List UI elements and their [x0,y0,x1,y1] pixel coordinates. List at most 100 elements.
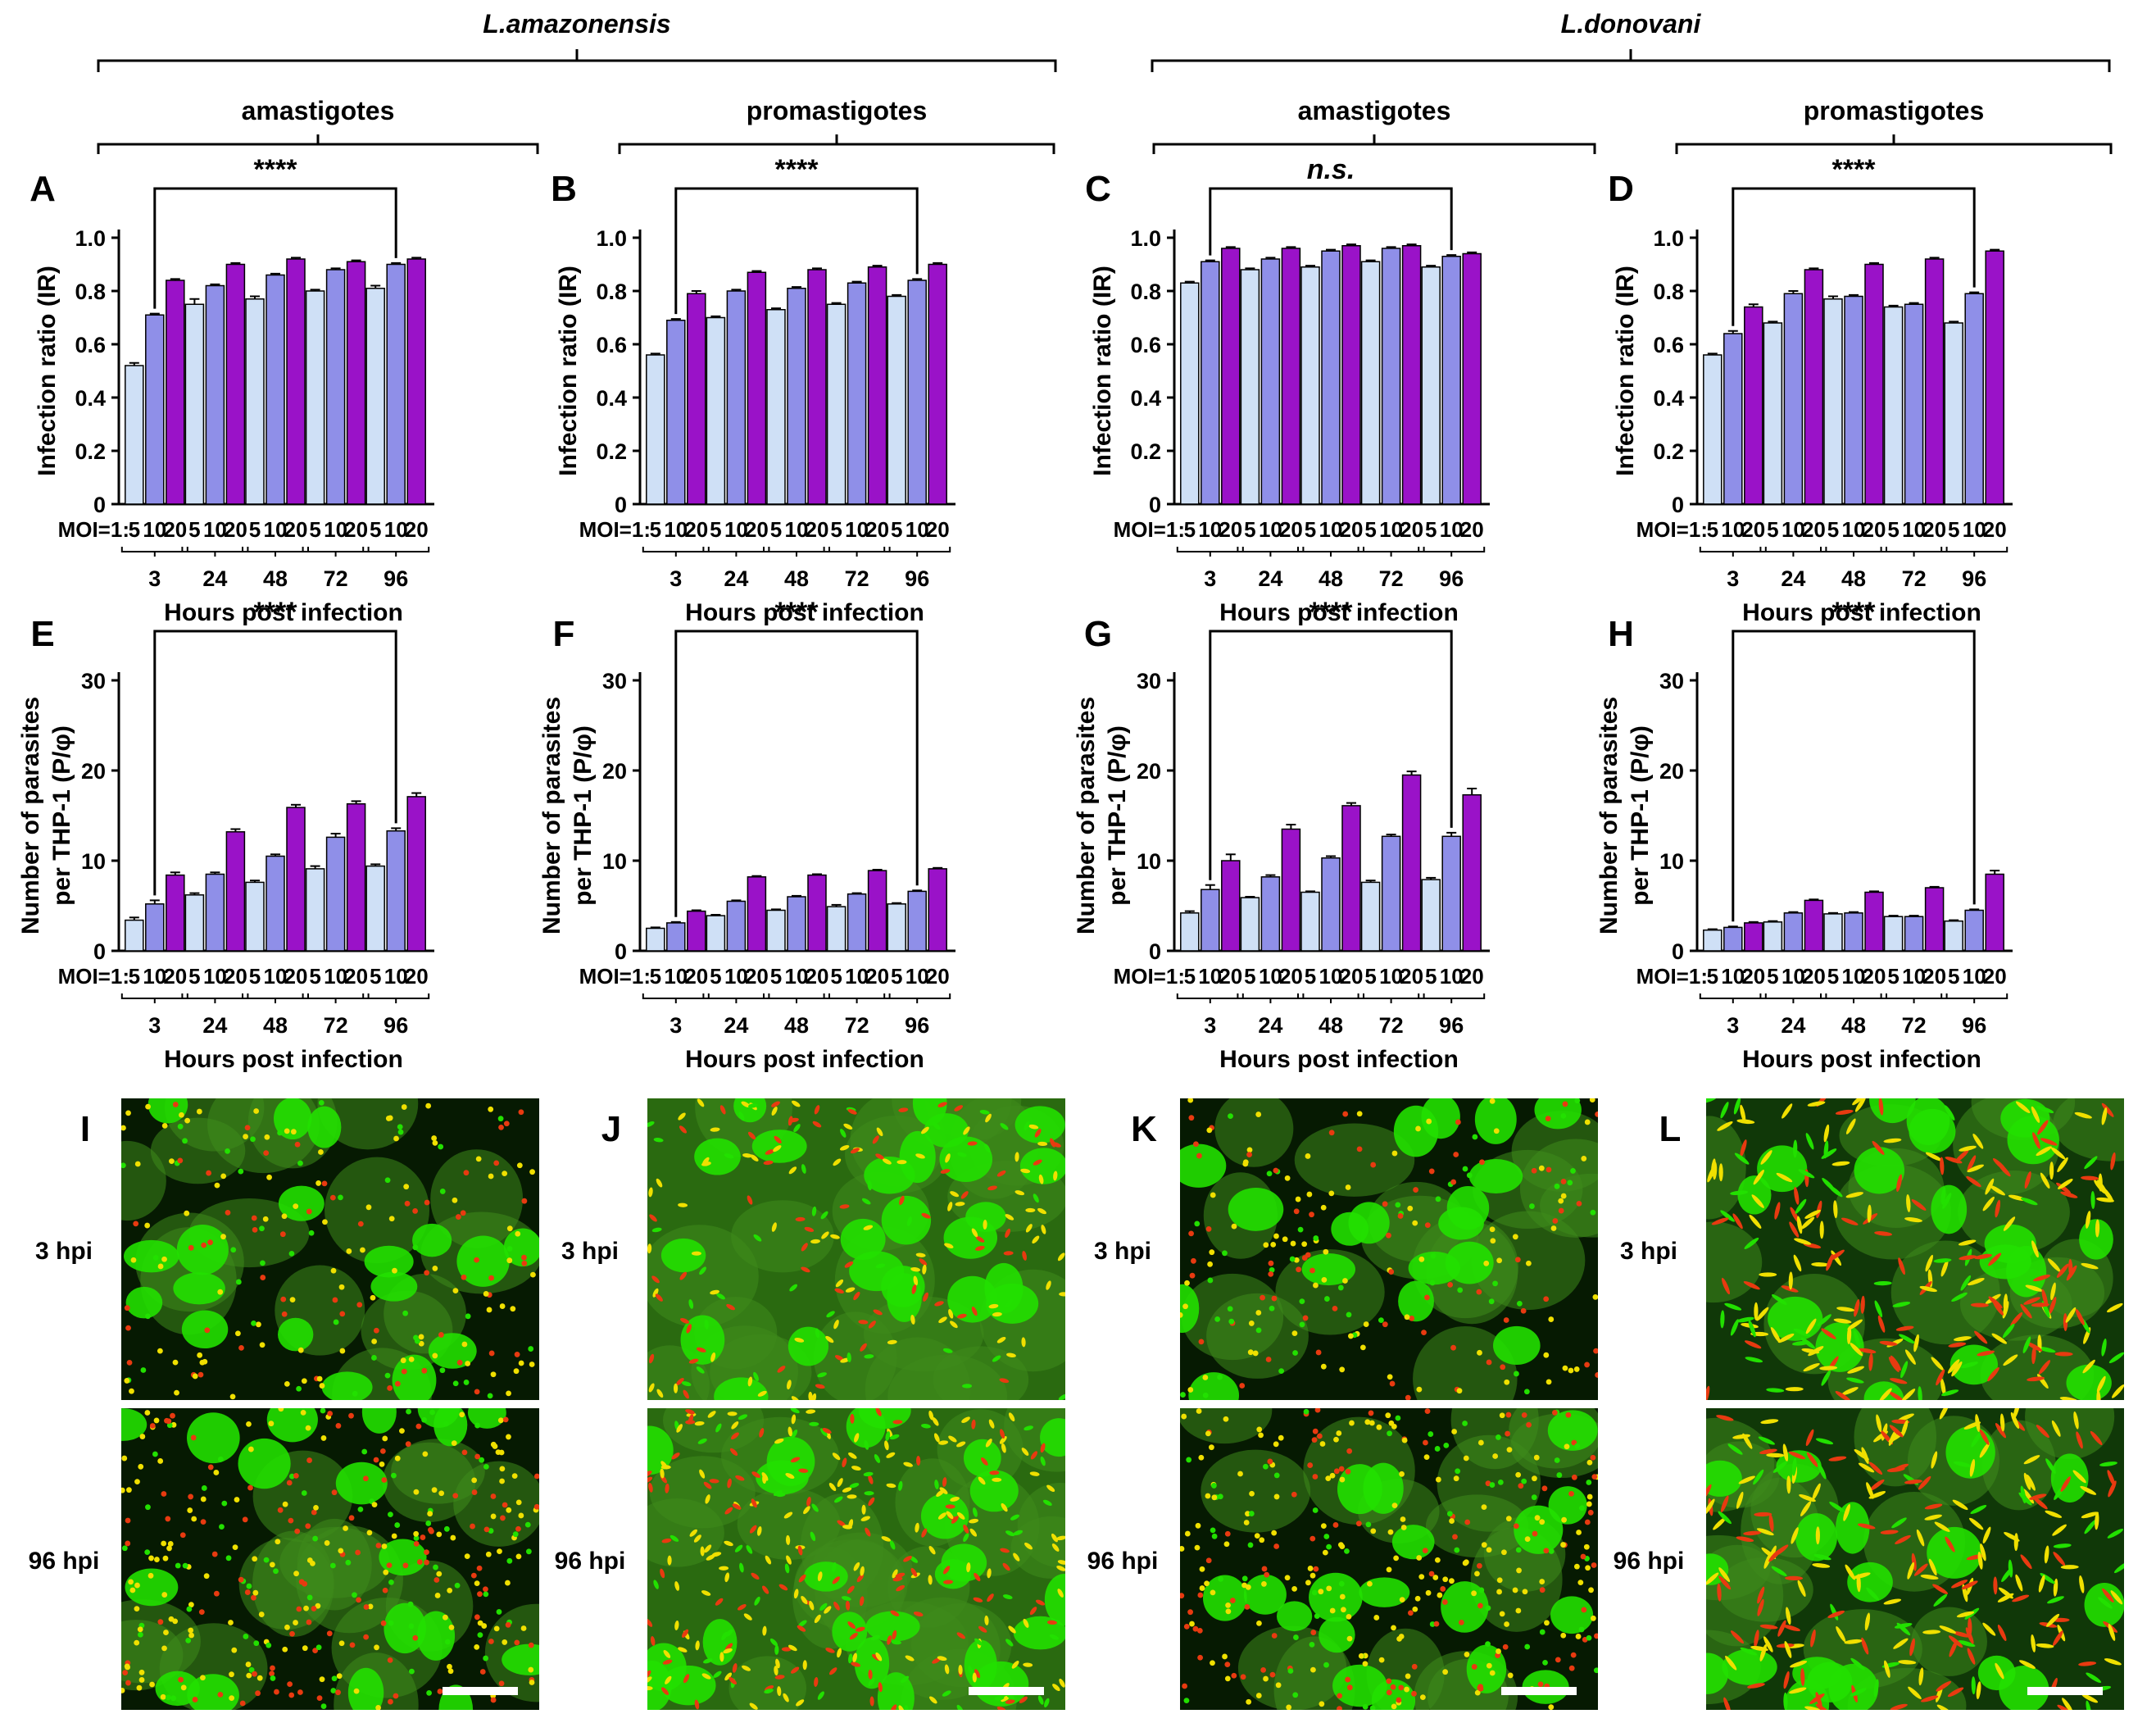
parasite [839,1204,850,1209]
parasite [311,1509,317,1516]
parasite [1940,1186,1946,1205]
parasite [962,1384,973,1389]
parasite [655,1293,663,1302]
parasite [515,1499,522,1506]
cell-nucleus [370,1271,418,1302]
parasite [1434,1557,1441,1563]
parasite [956,1313,967,1319]
parasite [388,1512,393,1518]
group-label: 48 [1319,1013,1343,1038]
parasite [1918,1475,1931,1490]
parasite [1005,1228,1011,1239]
parasite [732,1503,742,1510]
parasite [1286,1704,1292,1710]
parasite [533,1473,539,1480]
parasite [1014,1152,1019,1162]
parasite [266,1174,272,1180]
y-tick-label: 0.4 [1130,386,1161,411]
parasite [1772,1294,1787,1305]
parasite [429,1528,434,1534]
parasite [1829,1502,1845,1512]
group-bracket [302,547,370,557]
y-tick-label: 0.2 [596,439,627,464]
parasite [1976,1681,1981,1700]
parasite [1370,1528,1377,1534]
parasite [465,1313,471,1320]
parasite [474,1257,479,1263]
cell-nucleus [1468,1159,1523,1193]
fluorescence-image [1180,1408,1598,1710]
parasite [1945,1157,1963,1164]
group-bracket [1940,993,2008,1003]
moi-label: 20 [344,517,368,542]
panel-letter: L [1659,1109,1682,1149]
parasite [1029,1607,1037,1616]
parasite [1227,1306,1233,1312]
parasite [506,1246,513,1252]
bar [747,876,767,952]
cell-nucleus [335,1462,388,1505]
moi-label: 5 [1305,964,1316,989]
parasite [1400,1525,1407,1530]
parasite [1011,1661,1019,1669]
parasite [1904,1349,1916,1365]
parasite [1181,1413,1187,1420]
parasite [1356,1111,1363,1117]
cell-nucleus [503,1228,539,1267]
parasite [984,1615,989,1625]
bar [1964,293,1984,505]
parasite [379,1461,385,1467]
parasite [313,1504,319,1511]
parasite [1756,1528,1774,1536]
parasite [1199,1566,1205,1572]
parasite [751,1572,760,1580]
significance-bracket [153,187,397,309]
parasite [409,1668,415,1675]
parasite [2074,1111,2092,1119]
y-tick-label: 0.6 [75,333,106,357]
parasite [697,1347,706,1352]
parasite [1730,1190,1749,1196]
parasite [797,1625,806,1632]
bar [1221,248,1241,505]
parasite [327,1411,334,1416]
parasite [192,1697,198,1702]
parasite [1260,1294,1265,1301]
parasite [662,1659,673,1665]
bar [1462,252,1482,505]
parasite [2036,1146,2052,1157]
parasite [847,1494,857,1499]
parasite [130,1257,137,1263]
bar [1723,926,1743,952]
parasite [528,1346,534,1352]
parasite [863,1471,874,1477]
moi-label: 5 [1364,964,1376,989]
parasite [1521,1478,1527,1484]
parasite [1312,1474,1319,1480]
parasite [1404,1686,1410,1693]
parasite [1273,1493,1280,1500]
parasite [814,1105,820,1115]
bar [1341,245,1361,505]
parasite [1333,1436,1339,1443]
parasite [134,1639,140,1646]
parasite [177,1157,184,1164]
parasite [339,1311,346,1317]
cell-nucleus [392,1354,437,1400]
bar [1240,269,1260,505]
bar [346,261,366,505]
parasite [161,1256,167,1262]
parasite [182,1138,188,1144]
stage-bracket-3: amastigotes [1152,96,1596,154]
parasite [1386,1678,1392,1684]
parasite [1883,1598,1902,1605]
parasite [394,1380,401,1387]
parasite [1514,1257,1521,1263]
parasite [1970,1302,1989,1307]
fluorescence-image [121,1098,539,1400]
parasite [1382,1321,1388,1328]
parasite [1544,1620,1550,1626]
parasite [1425,1589,1432,1596]
parasite [769,1638,778,1647]
parasite [2098,1597,2113,1609]
